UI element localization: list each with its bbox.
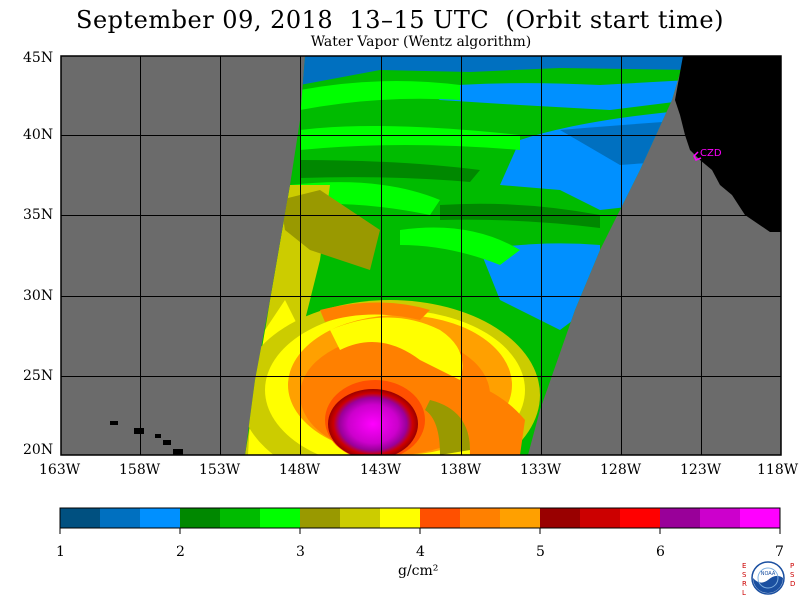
lat-label-40n: 40N: [23, 127, 54, 143]
chart-title: September 09, 2018 13–15 UTC (Orbit star…: [76, 6, 724, 34]
colorbar-cell: [740, 508, 781, 528]
lon-label-143w: 143W: [360, 462, 402, 478]
svg-text:E: E: [742, 562, 746, 570]
lat-label-45n: 45N: [23, 50, 54, 66]
colorbar-tick-label-3: 3: [296, 544, 305, 560]
colorbar-cell: [460, 508, 501, 528]
station-marker-czd: [693, 151, 702, 161]
colorbar-cell: [620, 508, 661, 528]
lat-label-20n: 20N: [23, 442, 54, 458]
colorbar-cell: [540, 508, 581, 528]
map-grid: [61, 56, 781, 455]
hawaii-islands: [110, 421, 183, 455]
colorbar: [60, 508, 781, 528]
colorbar-cell: [580, 508, 621, 528]
colorbar-cell: [140, 508, 181, 528]
lat-label-25n: 25N: [23, 368, 54, 384]
colorbar-cell: [380, 508, 421, 528]
colorbar-cell: [100, 508, 141, 528]
lon-label-153w: 153W: [199, 462, 241, 478]
svg-text:D: D: [790, 580, 795, 588]
colorbar-tick-label-7: 7: [775, 544, 784, 560]
noaa-logo: E S R L NOAA P S D: [742, 561, 795, 597]
lon-label-118w: 118W: [757, 462, 799, 478]
lon-label-158w: 158W: [119, 462, 161, 478]
station-label: CZD: [700, 148, 722, 159]
colorbar-cell: [180, 508, 221, 528]
svg-text:L: L: [742, 589, 746, 597]
colorbar-tick-label-6: 6: [656, 544, 665, 560]
logo-center-text: NOAA: [761, 571, 776, 577]
map-frame: [60, 55, 782, 456]
colorbar-cell: [300, 508, 341, 528]
colorbar-tick-label-4: 4: [416, 544, 425, 560]
svg-text:R: R: [742, 580, 747, 588]
svg-text:S: S: [742, 571, 747, 579]
colorbar-cell: [260, 508, 301, 528]
colorbar-tick-label-1: 1: [56, 544, 65, 560]
lon-label-128w: 128W: [600, 462, 642, 478]
colorbar-cell: [60, 508, 101, 528]
svg-text:P: P: [790, 562, 794, 570]
colorbar-units: g/cm²: [398, 563, 439, 579]
lon-label-123w: 123W: [680, 462, 722, 478]
lon-label-133w: 133W: [520, 462, 562, 478]
colorbar-cell: [660, 508, 701, 528]
colorbar-tick-label-2: 2: [176, 544, 185, 560]
colorbar-cell: [500, 508, 541, 528]
lon-label-148w: 148W: [279, 462, 321, 478]
colorbar-cell: [420, 508, 461, 528]
satellite-swath: [245, 56, 685, 455]
colorbar-tick-label-5: 5: [536, 544, 545, 560]
lon-label-138w: 138W: [440, 462, 482, 478]
colorbar-cell: [700, 508, 741, 528]
lon-label-163w: 163W: [39, 462, 81, 478]
lat-label-35n: 35N: [23, 207, 54, 223]
svg-text:S: S: [790, 571, 795, 579]
colorbar-cell: [220, 508, 261, 528]
lat-label-30n: 30N: [23, 288, 54, 304]
chart-subtitle: Water Vapor (Wentz algorithm): [310, 34, 532, 50]
colorbar-tick-marks: [59, 528, 781, 534]
colorbar-cell: [340, 508, 381, 528]
